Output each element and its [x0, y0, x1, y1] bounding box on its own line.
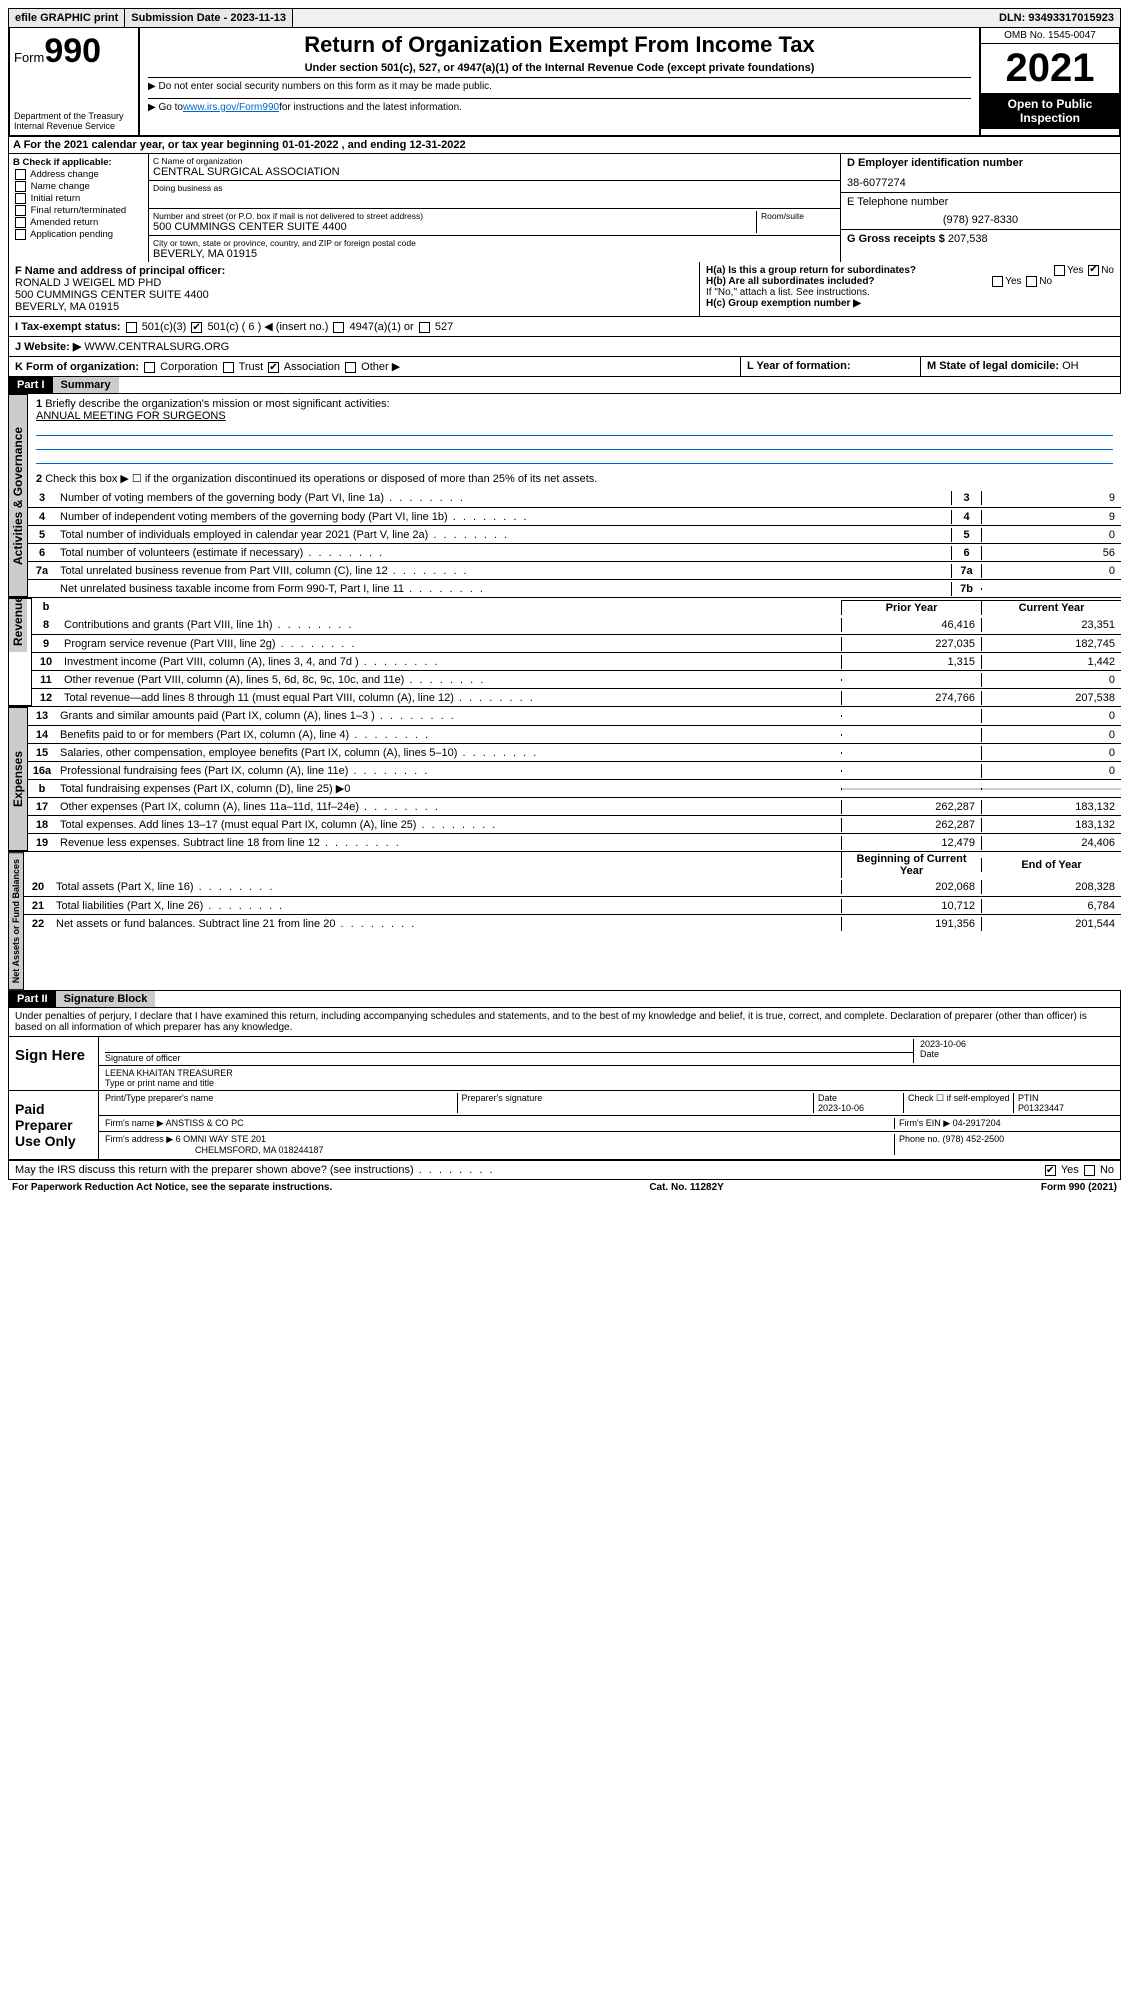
omb: OMB No. 1545-0047	[981, 28, 1119, 44]
sign-here: Sign Here Signature of officer2023-10-06…	[8, 1037, 1121, 1161]
dept: Department of the Treasury	[14, 111, 134, 121]
part2-hdr: Part IISignature Block	[8, 991, 1121, 1008]
row-fh: F Name and address of principal officer:…	[8, 262, 1121, 317]
line-4: 4Number of independent voting members of…	[28, 507, 1121, 525]
dln: DLN: 93493317015923	[993, 9, 1120, 27]
line-17: 17Other expenses (Part IX, column (A), l…	[28, 797, 1121, 815]
declaration: Under penalties of perjury, I declare th…	[8, 1008, 1121, 1037]
line-10: 10Investment income (Part VIII, column (…	[32, 652, 1121, 670]
row-k: K Form of organization: Corporation Trus…	[8, 357, 1121, 377]
checkbox-address-change[interactable]: Address change	[13, 169, 144, 180]
line-11: 11Other revenue (Part VIII, column (A), …	[32, 670, 1121, 688]
topbar: efile GRAPHIC print Submission Date - 20…	[8, 8, 1121, 28]
line-3: 3Number of voting members of the governi…	[28, 489, 1121, 507]
col-c: C Name of organizationCENTRAL SURGICAL A…	[149, 154, 840, 262]
governance-section: Activities & Governance 1 Briefly descri…	[8, 394, 1121, 598]
netassets-section: Net Assets or Fund Balances Beginning of…	[8, 852, 1121, 991]
line-b: bTotal fundraising expenses (Part IX, co…	[28, 779, 1121, 797]
irs-link[interactable]: www.irs.gov/Form990	[183, 102, 279, 113]
form-header: Form990 Department of the Treasury Inter…	[8, 28, 1121, 137]
line-12: 12Total revenue—add lines 8 through 11 (…	[32, 688, 1121, 706]
checkbox-initial-return[interactable]: Initial return	[13, 193, 144, 204]
line-14: 14Benefits paid to or for members (Part …	[28, 725, 1121, 743]
row-i: I Tax-exempt status: 501(c)(3) 501(c) ( …	[8, 317, 1121, 337]
line-7b: Net unrelated business taxable income fr…	[28, 579, 1121, 597]
line-22: 22Net assets or fund balances. Subtract …	[24, 914, 1121, 932]
expenses-section: Expenses 13Grants and similar amounts pa…	[8, 707, 1121, 852]
part1-hdr: Part ISummary	[8, 377, 1121, 394]
subdate-cell: Submission Date - 2023-11-13	[125, 9, 293, 27]
line-6: 6Total number of volunteers (estimate if…	[28, 543, 1121, 561]
line-18: 18Total expenses. Add lines 13–17 (must …	[28, 815, 1121, 833]
form-title: Return of Organization Exempt From Incom…	[148, 32, 971, 58]
footer: For Paperwork Reduction Act Notice, see …	[8, 1180, 1121, 1195]
header-line1: ▶ Do not enter social security numbers o…	[148, 77, 971, 95]
line-16a: 16aProfessional fundraising fees (Part I…	[28, 761, 1121, 779]
line-9: 9Program service revenue (Part VIII, lin…	[32, 634, 1121, 652]
section-a: A For the 2021 calendar year, or tax yea…	[8, 137, 1121, 154]
form-number: Form990	[14, 32, 134, 71]
line-15: 15Salaries, other compensation, employee…	[28, 743, 1121, 761]
efile-btn[interactable]: efile GRAPHIC print	[9, 9, 125, 27]
form-subtitle: Under section 501(c), 527, or 4947(a)(1)…	[148, 62, 971, 74]
checkbox-final-return-terminated[interactable]: Final return/terminated	[13, 205, 144, 216]
line-8: 8Contributions and grants (Part VIII, li…	[32, 616, 1121, 634]
line-21: 21Total liabilities (Part X, line 26)10,…	[24, 896, 1121, 914]
line-20: 20Total assets (Part X, line 16)202,0682…	[24, 878, 1121, 896]
line-7a: 7aTotal unrelated business revenue from …	[28, 561, 1121, 579]
line-19: 19Revenue less expenses. Subtract line 1…	[28, 833, 1121, 851]
row-j: J Website: ▶ WWW.CENTRALSURG.ORG	[8, 337, 1121, 357]
revenue-section: Revenue b Prior Year Current Year 8Contr…	[8, 598, 1121, 707]
checkbox-name-change[interactable]: Name change	[13, 181, 144, 192]
header-line2: ▶ Go to www.irs.gov/Form990 for instruct…	[148, 98, 971, 116]
checkbox-application-pending[interactable]: Application pending	[13, 229, 144, 240]
line-13: 13Grants and similar amounts paid (Part …	[28, 707, 1121, 725]
checkbox-amended-return[interactable]: Amended return	[13, 217, 144, 228]
header-grid: B Check if applicable: Address change Na…	[8, 154, 1121, 262]
line-5: 5Total number of individuals employed in…	[28, 525, 1121, 543]
tax-year: 2021	[981, 44, 1119, 93]
col-d: D Employer identification number38-60772…	[840, 154, 1120, 262]
open-inspection: Open to Public Inspection	[981, 93, 1119, 129]
irs: Internal Revenue Service	[14, 121, 134, 131]
col-b: B Check if applicable: Address change Na…	[9, 154, 149, 262]
discuss-row: May the IRS discuss this return with the…	[8, 1161, 1121, 1180]
